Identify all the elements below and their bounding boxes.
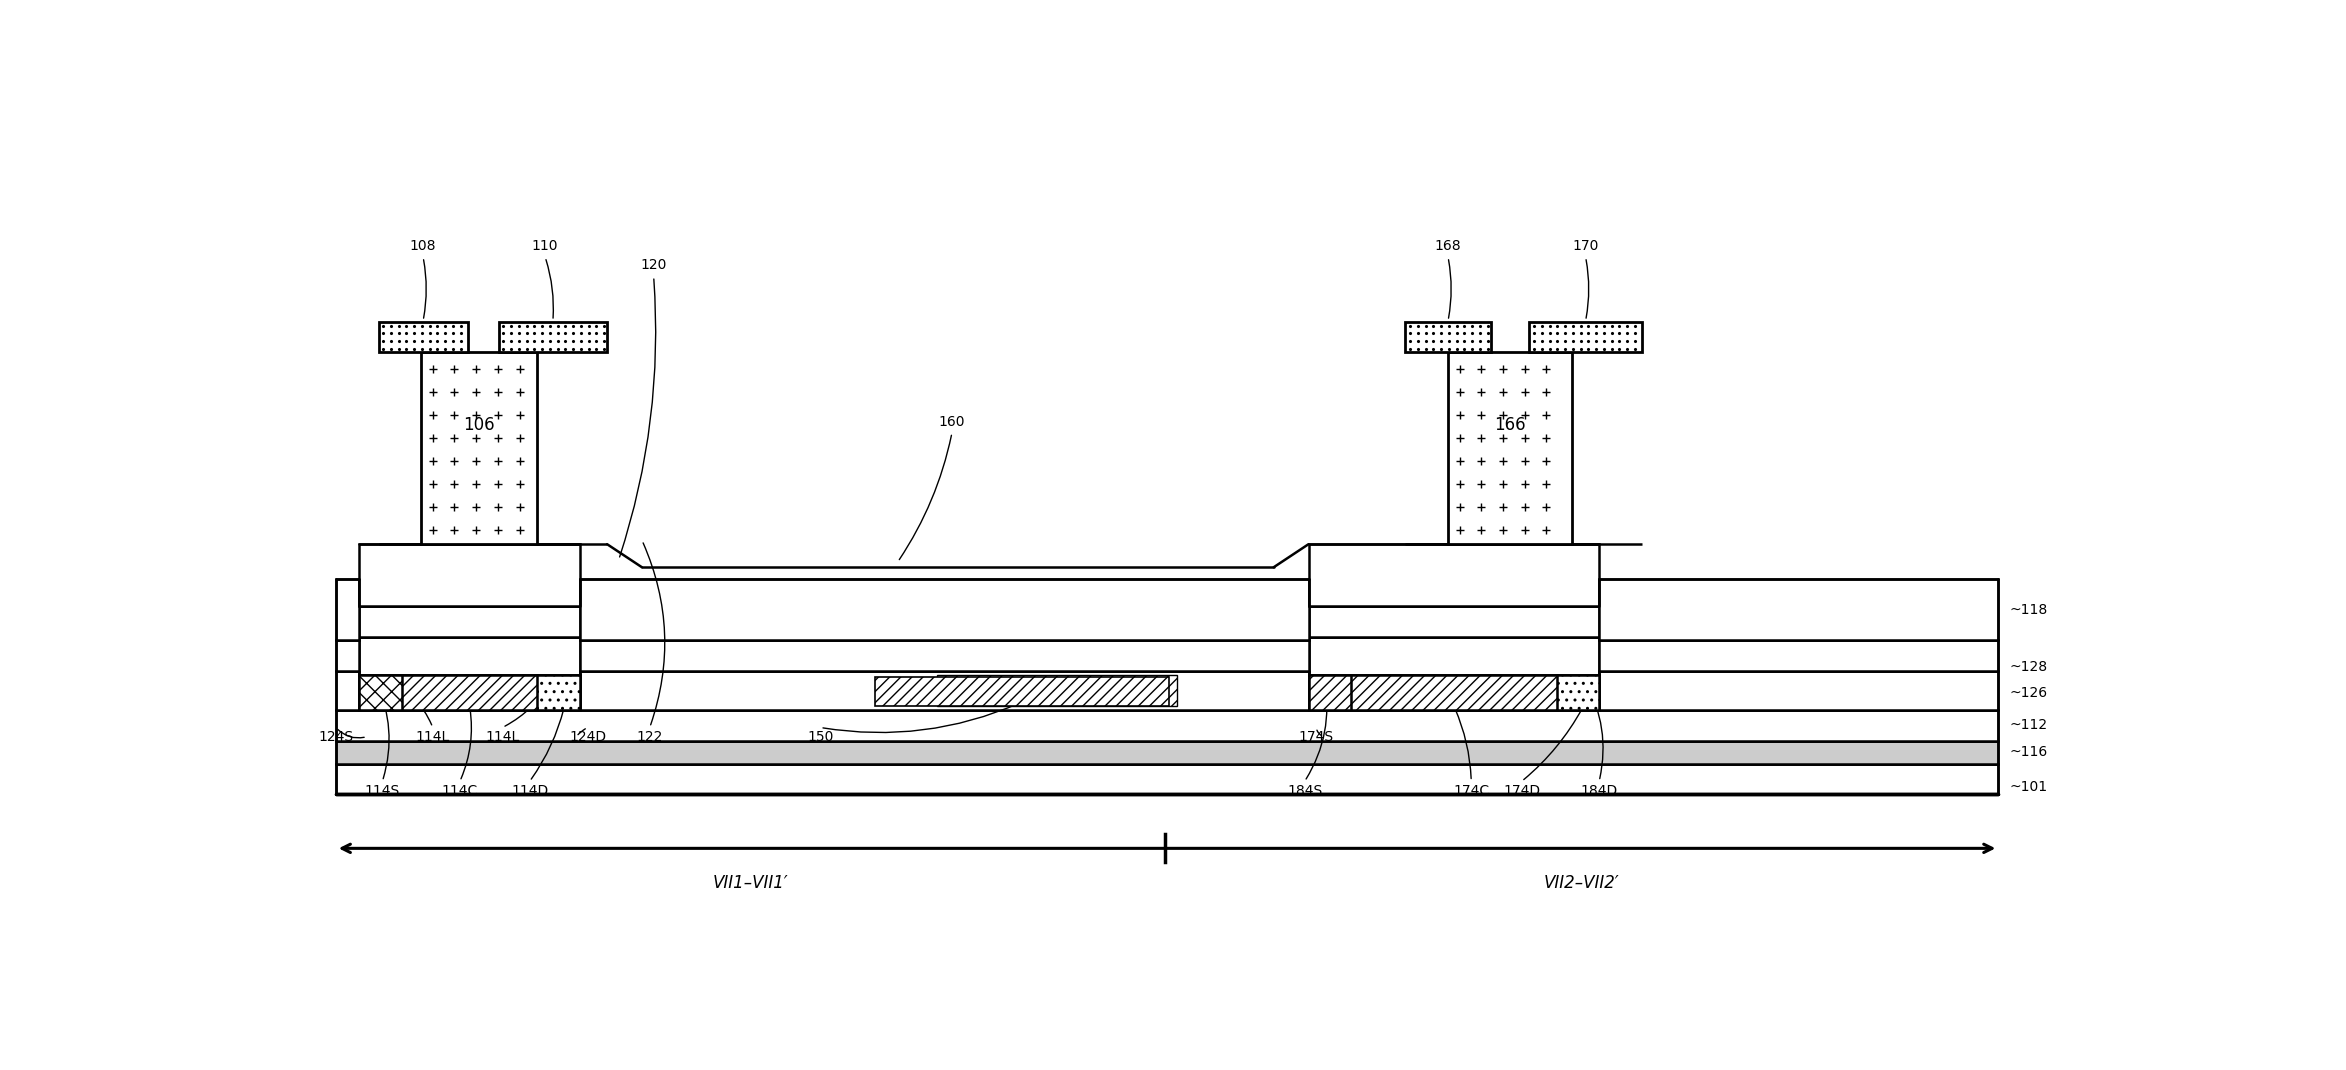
- Text: 122: 122: [636, 730, 664, 744]
- Polygon shape: [378, 322, 467, 352]
- Text: 114S: 114S: [364, 783, 401, 797]
- Polygon shape: [359, 675, 401, 709]
- Text: 114L: 114L: [415, 730, 450, 744]
- Text: ~118: ~118: [2011, 602, 2048, 616]
- Text: 184S: 184S: [1288, 783, 1323, 797]
- Text: 174D: 174D: [1504, 783, 1541, 797]
- Polygon shape: [422, 352, 537, 545]
- Polygon shape: [359, 675, 579, 709]
- Polygon shape: [359, 637, 579, 675]
- Polygon shape: [1600, 671, 1999, 709]
- Polygon shape: [1309, 637, 1600, 675]
- Text: 114C: 114C: [441, 783, 479, 797]
- Text: 108: 108: [411, 239, 436, 254]
- Text: ~112: ~112: [2011, 718, 2048, 732]
- Text: 174S: 174S: [1300, 730, 1335, 744]
- Text: 110: 110: [533, 239, 558, 254]
- Text: 114D: 114D: [511, 783, 549, 797]
- Polygon shape: [1351, 675, 1555, 709]
- Text: 120: 120: [640, 258, 666, 273]
- Polygon shape: [335, 671, 359, 709]
- Text: ~128: ~128: [2011, 660, 2048, 674]
- Text: 170: 170: [1572, 239, 1598, 254]
- Text: 124S: 124S: [319, 730, 354, 744]
- Text: 106: 106: [465, 416, 495, 433]
- Polygon shape: [537, 675, 579, 709]
- Polygon shape: [359, 545, 579, 606]
- Polygon shape: [500, 322, 608, 352]
- Polygon shape: [936, 675, 1178, 706]
- Polygon shape: [401, 675, 537, 709]
- Polygon shape: [1447, 352, 1572, 545]
- Polygon shape: [579, 641, 1309, 671]
- Text: 184D: 184D: [1581, 783, 1619, 797]
- Text: ~116: ~116: [2011, 745, 2048, 759]
- Polygon shape: [1309, 675, 1351, 709]
- Text: VII2–VII2′: VII2–VII2′: [1544, 874, 1619, 892]
- Polygon shape: [1530, 322, 1642, 352]
- Polygon shape: [1309, 675, 1600, 709]
- Polygon shape: [335, 579, 359, 641]
- Polygon shape: [1405, 322, 1490, 352]
- Text: 160: 160: [938, 415, 964, 429]
- Text: 166: 166: [1494, 416, 1525, 433]
- Polygon shape: [1309, 545, 1600, 606]
- Polygon shape: [335, 740, 1999, 764]
- Polygon shape: [1600, 641, 1999, 671]
- Text: VII1–VII1′: VII1–VII1′: [713, 874, 788, 892]
- Polygon shape: [579, 579, 1309, 641]
- Polygon shape: [335, 709, 1999, 740]
- Polygon shape: [875, 677, 1168, 706]
- Polygon shape: [1600, 579, 1999, 641]
- Text: 124D: 124D: [570, 730, 605, 744]
- Text: 114L: 114L: [486, 730, 518, 744]
- Polygon shape: [1309, 606, 1600, 637]
- Polygon shape: [1555, 675, 1600, 709]
- Text: ~101: ~101: [2011, 780, 2048, 794]
- Polygon shape: [335, 641, 359, 671]
- Text: ~126: ~126: [2011, 686, 2048, 700]
- Text: 168: 168: [1436, 239, 1462, 254]
- Polygon shape: [579, 671, 1309, 709]
- Polygon shape: [335, 764, 1999, 794]
- Text: 174C: 174C: [1452, 783, 1490, 797]
- Polygon shape: [359, 606, 579, 637]
- Text: 150: 150: [807, 730, 833, 744]
